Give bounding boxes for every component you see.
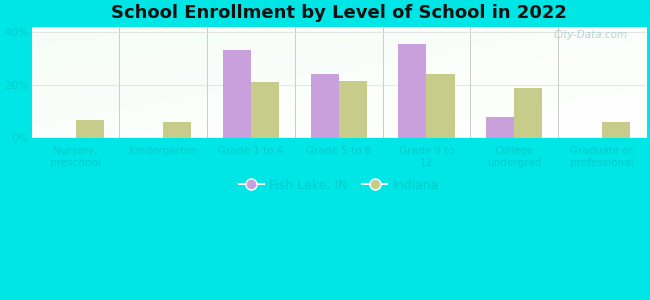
Legend: Fish Lake, IN, Indiana: Fish Lake, IN, Indiana [234, 174, 444, 196]
Bar [223, 50, 251, 138]
Bar [398, 44, 426, 138]
Bar [311, 74, 339, 138]
Bar [251, 82, 279, 138]
Bar [75, 119, 103, 138]
Bar [514, 88, 542, 138]
Bar [339, 81, 367, 138]
Bar [163, 122, 191, 138]
Bar [426, 74, 454, 138]
Text: City-Data.com: City-Data.com [553, 30, 627, 40]
Bar [486, 117, 514, 138]
Title: School Enrollment by Level of School in 2022: School Enrollment by Level of School in … [111, 4, 567, 22]
Bar [602, 122, 630, 138]
